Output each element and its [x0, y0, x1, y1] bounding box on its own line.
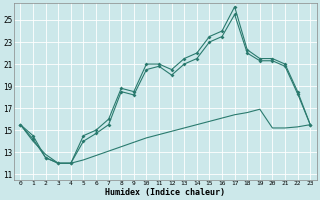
X-axis label: Humidex (Indice chaleur): Humidex (Indice chaleur)	[105, 188, 225, 197]
